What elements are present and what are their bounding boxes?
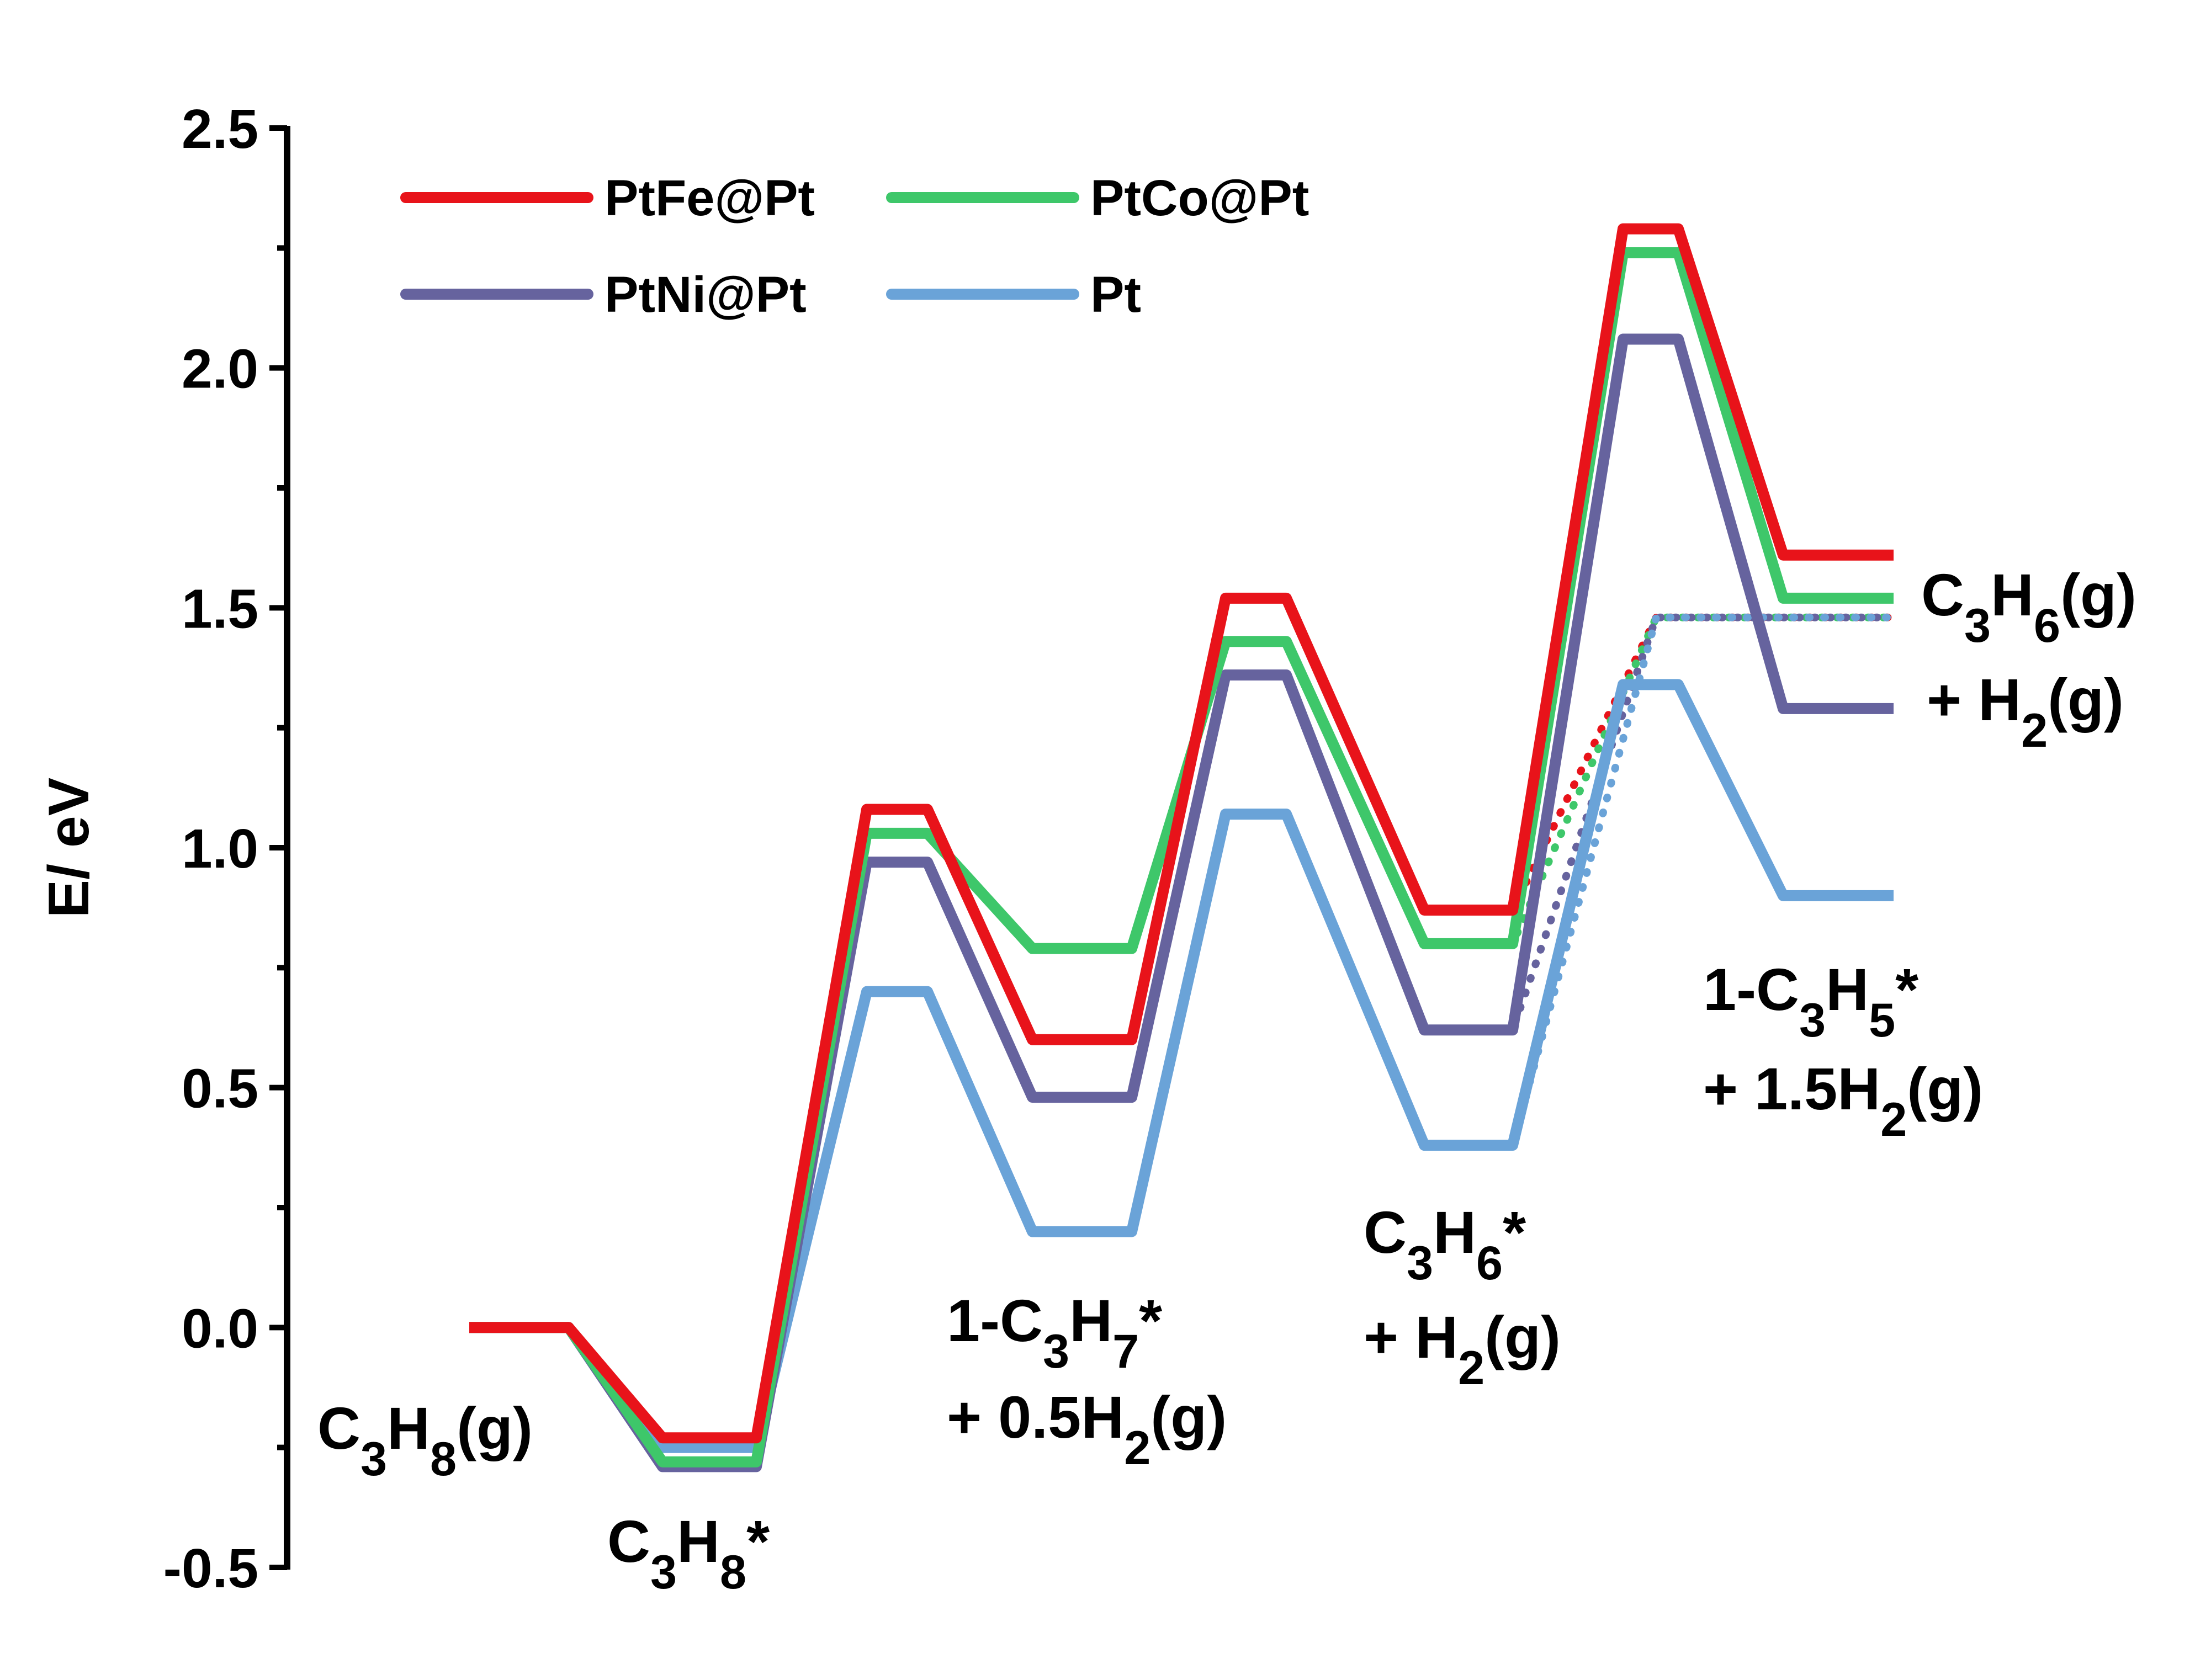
label-run: 5 bbox=[1869, 994, 1895, 1047]
label-run: 3 bbox=[1043, 1325, 1069, 1378]
label-run: 3 bbox=[1964, 599, 1991, 652]
state-label: + 1.5H2(g) bbox=[1703, 1055, 1983, 1146]
label-run: H bbox=[1433, 1199, 1476, 1266]
label-run: (g) bbox=[1907, 1055, 1983, 1122]
label-run: 3 bbox=[1407, 1237, 1433, 1290]
y-axis-label: E/ eV bbox=[37, 778, 101, 918]
y-tick-label: 2.5 bbox=[182, 98, 258, 160]
label-run: (g) bbox=[2060, 561, 2136, 628]
label-run: * bbox=[746, 1508, 770, 1575]
state-label: + 0.5H2(g) bbox=[947, 1384, 1227, 1475]
label-run: (g) bbox=[2048, 666, 2124, 733]
label-run: 3 bbox=[650, 1546, 677, 1599]
desorption-paths bbox=[1509, 613, 1892, 1149]
label-run: 1-C bbox=[947, 1287, 1043, 1354]
label-run: 8 bbox=[720, 1546, 746, 1599]
legend: PtFe@Pt PtCo@Pt PtNi@Pt Pt bbox=[400, 170, 1309, 323]
state-label: C3H8* bbox=[607, 1508, 770, 1599]
label-run: 3 bbox=[1799, 994, 1826, 1047]
series-lines bbox=[469, 223, 1894, 1472]
y-tick-label: 1.0 bbox=[182, 818, 258, 880]
label-run: + 0.5H bbox=[947, 1384, 1124, 1450]
y-tick-label: 0.5 bbox=[182, 1058, 258, 1120]
label-run: H bbox=[1069, 1287, 1112, 1354]
state-label: + H2(g) bbox=[1927, 666, 2124, 757]
y-tick-label: -0.5 bbox=[163, 1538, 258, 1599]
y-axis: -0.5 0.0 0.5 1.0 1.5 2.0 2.5 E/ eV bbox=[37, 98, 290, 1599]
legend-label: PtNi@Pt bbox=[605, 267, 807, 323]
series-line-ptni-pt bbox=[469, 333, 1894, 1472]
label-run: (g) bbox=[1150, 1384, 1227, 1450]
desorption-path-pt bbox=[1509, 613, 1892, 1149]
label-run: (g) bbox=[457, 1395, 533, 1461]
state-label: 1-C3H5* bbox=[1703, 956, 1918, 1047]
label-run: 7 bbox=[1112, 1325, 1139, 1378]
state-labels: C3H8(g)C3H8*1-C3H7*+ 0.5H2(g)C3H6*+ H2(g… bbox=[317, 561, 2136, 1599]
label-run: 8 bbox=[430, 1433, 457, 1486]
label-run: C bbox=[1364, 1199, 1407, 1266]
state-label: C3H6* bbox=[1364, 1199, 1526, 1290]
state-label: C3H6(g) bbox=[1921, 561, 2136, 652]
label-run: 3 bbox=[360, 1433, 387, 1486]
label-run: C bbox=[317, 1395, 360, 1461]
label-run: C bbox=[607, 1508, 650, 1575]
y-tick-label: 0.0 bbox=[182, 1298, 258, 1359]
legend-label: PtCo@Pt bbox=[1090, 170, 1309, 226]
label-run: + 1.5H bbox=[1703, 1055, 1880, 1122]
label-run: 2 bbox=[1458, 1342, 1484, 1395]
label-run: * bbox=[1503, 1199, 1526, 1266]
legend-label: PtFe@Pt bbox=[605, 170, 815, 226]
series-line-pt bbox=[469, 679, 1894, 1453]
series-line-ptfe-pt bbox=[469, 223, 1894, 1444]
label-run: 1-C bbox=[1703, 956, 1799, 1023]
label-run: + H bbox=[1364, 1304, 1458, 1370]
label-run: 2 bbox=[1880, 1093, 1907, 1146]
label-run: (g) bbox=[1484, 1304, 1561, 1370]
label-run: 2 bbox=[2021, 704, 2048, 757]
label-run: H bbox=[387, 1395, 430, 1461]
legend-label: Pt bbox=[1090, 267, 1141, 323]
label-run: * bbox=[1895, 956, 1918, 1023]
label-run: 6 bbox=[1476, 1237, 1503, 1290]
label-run: H bbox=[677, 1508, 720, 1575]
y-tick-label: 2.0 bbox=[182, 338, 258, 400]
state-label: 1-C3H7* bbox=[947, 1287, 1162, 1378]
label-run: C bbox=[1921, 561, 1964, 628]
state-label: C3H8(g) bbox=[317, 1395, 533, 1486]
label-run: 2 bbox=[1124, 1422, 1150, 1475]
label-run: + H bbox=[1927, 666, 2021, 733]
label-run: H bbox=[1826, 956, 1869, 1023]
label-run: H bbox=[1991, 561, 2034, 628]
label-run: 6 bbox=[2034, 599, 2060, 652]
state-label: + H2(g) bbox=[1364, 1304, 1561, 1395]
y-tick-label: 1.5 bbox=[182, 578, 258, 640]
label-run: * bbox=[1139, 1287, 1162, 1354]
